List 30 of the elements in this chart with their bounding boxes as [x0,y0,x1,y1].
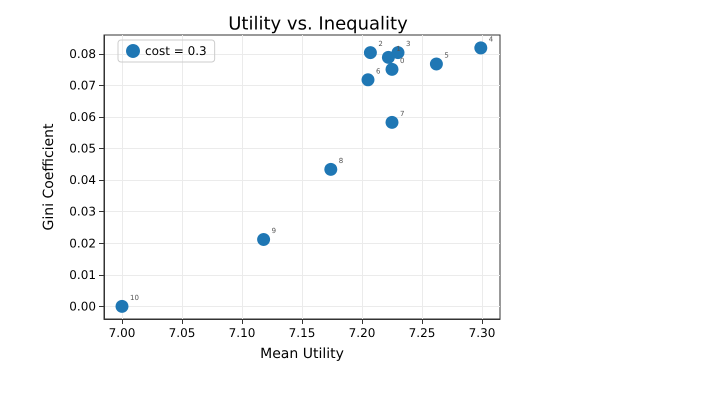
y-tick-label: 0.00 [69,299,96,314]
point [386,116,398,129]
x-tick-label: 7.00 [108,326,136,340]
point [116,300,128,313]
x-tick-label: 7.25 [408,326,436,340]
y-tick-label: 0.05 [69,142,96,156]
x-tick-label: 7.10 [228,326,256,340]
y-axis-title: Gini Coefficient [41,122,57,231]
y-tick-label: 0.02 [69,236,96,250]
x-axis-title: Mean Utility [260,346,344,362]
y-tick-label: 0.08 [69,46,96,61]
point [257,232,270,246]
legend-label: cost = 0.3 [145,44,207,58]
x-tick-label: 7.20 [348,326,376,340]
chart-title: Utility vs. Inequality [228,14,408,34]
y-tick-label: 0.01 [69,268,96,282]
point [382,50,395,64]
y-tick-label: 0.04 [69,173,96,188]
point [324,162,338,176]
y-tick-label: 0.06 [69,110,96,124]
point [430,58,443,71]
x-tick-label: 7.30 [468,326,496,340]
point [362,73,374,86]
x-tick-label: 7.05 [168,326,196,340]
x-tick-label: 7.15 [288,326,316,340]
point [364,46,377,60]
point [386,62,398,76]
y-tick-label: 0.07 [69,78,96,92]
y-tick-label: 0.03 [69,204,96,219]
point [474,41,488,54]
